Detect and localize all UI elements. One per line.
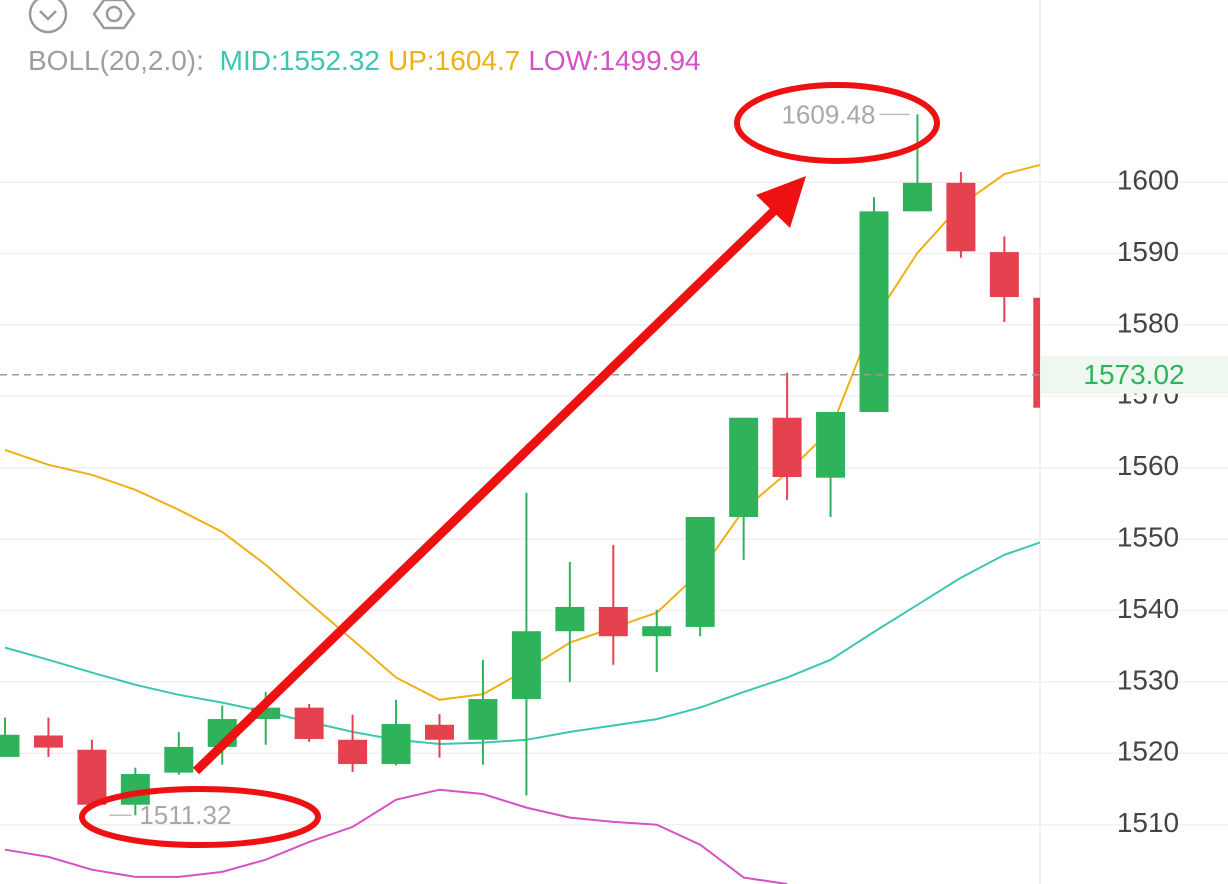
settings-icon-center <box>105 5 123 23</box>
indicator-header: BOLL(20,2.0): MID:1552.32 UP:1604.7 LOW:14… <box>28 45 701 76</box>
candle-body <box>989 252 1019 298</box>
indicator-value: 1499.94 <box>599 45 700 76</box>
candle-body <box>0 734 20 757</box>
highlight-ellipse <box>79 786 321 848</box>
candle-body <box>816 412 846 478</box>
annotations: 1609.48 1511.32 <box>109 99 910 830</box>
y-tick-label: 1530 <box>1117 664 1179 695</box>
last-price-label: 1573.02 <box>1083 359 1184 390</box>
y-tick-label: 1560 <box>1117 450 1179 481</box>
candle-body <box>642 626 672 637</box>
y-tick-label: 1510 <box>1117 807 1179 838</box>
indicator-name: UP: <box>388 45 435 76</box>
candle-body <box>902 182 932 212</box>
candle-body <box>164 746 194 773</box>
y-axis: 1510152015301540155015601570158015901600… <box>1041 164 1228 838</box>
min-label: 1511.32 <box>139 800 231 830</box>
candle-body <box>251 707 281 720</box>
candle-body <box>1033 297 1040 408</box>
candle-body <box>555 606 585 632</box>
y-tick-label: 1600 <box>1117 164 1179 195</box>
last-price-tag <box>1041 355 1228 394</box>
candle-body <box>338 739 368 765</box>
toolbar <box>28 0 136 34</box>
y-tick-label: 1550 <box>1117 522 1179 553</box>
trend-arrow <box>192 201 784 775</box>
candle-body <box>381 724 411 765</box>
max-label: 1609.48 <box>781 99 875 129</box>
y-tick-label: 1590 <box>1117 236 1179 267</box>
y-tick-label: 1520 <box>1117 736 1179 767</box>
candle-body <box>685 516 715 627</box>
candle-body <box>511 631 541 700</box>
candle-body <box>772 417 802 477</box>
collapse-icon[interactable] <box>28 0 68 34</box>
indicator-name: MID: <box>220 45 279 76</box>
candle-body <box>468 699 498 740</box>
indicator-name: LOW: <box>528 45 599 76</box>
collapse-chevron <box>39 10 57 21</box>
y-tick-label: 1540 <box>1117 593 1179 624</box>
candle-body <box>77 749 107 805</box>
markup <box>79 82 940 848</box>
indicator-value: 1604.7 <box>435 45 521 76</box>
settings-icon[interactable] <box>92 0 136 30</box>
grid <box>0 181 1228 826</box>
candle-body <box>729 417 759 517</box>
highlight-ellipse <box>734 82 940 164</box>
indicator-value: 1552.32 <box>279 45 380 76</box>
candle-body <box>425 724 454 740</box>
candle-body <box>859 211 889 413</box>
trend-arrow-head <box>756 176 806 228</box>
candle-body <box>946 182 976 252</box>
band-line <box>4 788 788 884</box>
indicator-label: BOLL(20,2.0): <box>28 45 204 76</box>
candle-body <box>33 735 63 748</box>
candle-body <box>598 606 628 637</box>
candle-body <box>294 707 324 740</box>
y-tick-label: 1580 <box>1117 307 1179 338</box>
